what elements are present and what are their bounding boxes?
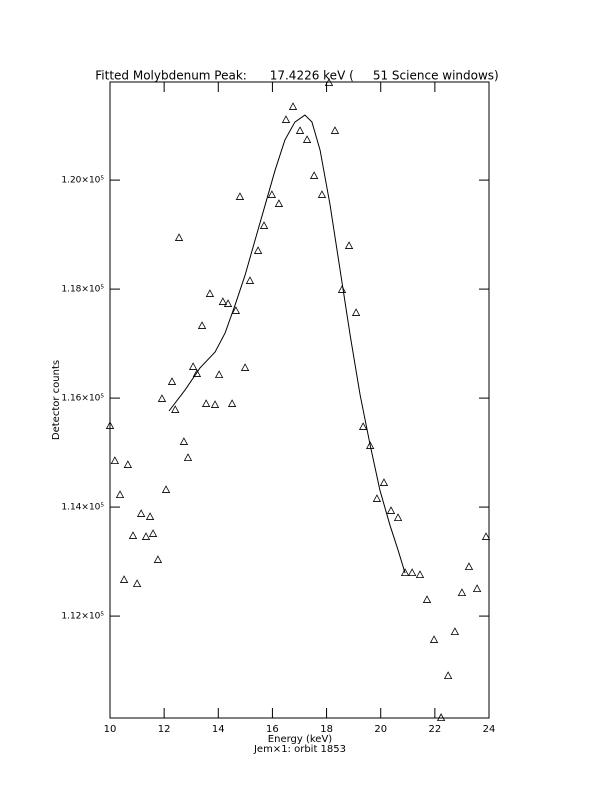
chart-title: Fitted Molybdenum Peak: 17.4226 keV ( 51… — [95, 69, 498, 83]
data-point — [464, 562, 474, 570]
x-tick-label: 12 — [158, 724, 171, 735]
plot-frame — [109, 81, 490, 719]
data-point — [210, 400, 220, 408]
data-point — [386, 506, 396, 514]
x-tick-label: 24 — [483, 724, 496, 735]
data-point — [119, 575, 129, 583]
y-tick-label: 1.16×10⁵ — [61, 394, 104, 404]
x-tick-label: 16 — [266, 724, 279, 735]
data-point — [128, 531, 138, 539]
data-point — [161, 485, 171, 493]
data-point — [309, 171, 319, 179]
data-point — [171, 405, 180, 413]
data-point — [245, 276, 255, 284]
data-point — [123, 460, 133, 468]
data-point — [267, 190, 277, 198]
data-point — [259, 221, 269, 229]
data-point — [330, 126, 340, 134]
data-point — [393, 513, 403, 521]
x-tick-label: 14 — [212, 724, 225, 735]
x-tick-label: 18 — [320, 724, 333, 735]
data-point — [145, 512, 155, 520]
data-point — [481, 532, 491, 540]
data-point — [183, 453, 193, 461]
data-point — [344, 241, 354, 249]
data-point — [136, 509, 146, 517]
data-point — [379, 478, 389, 486]
data-point — [443, 671, 453, 679]
data-point — [167, 377, 177, 385]
data-point — [337, 285, 347, 293]
data-point — [372, 494, 382, 502]
data-point — [351, 308, 361, 316]
x-tick-label: 22 — [428, 724, 441, 735]
y-tick-label: 1.20×10⁵ — [61, 176, 104, 186]
y-tick-label: 1.14×10⁵ — [61, 503, 104, 513]
data-point — [115, 490, 125, 498]
data-point — [132, 579, 142, 587]
y-axis-label: Detector counts — [51, 360, 62, 440]
data-point — [415, 570, 425, 579]
data-point — [295, 126, 305, 134]
data-point — [110, 456, 120, 464]
data-point — [450, 627, 460, 636]
y-tick-label: 1.18×10⁵ — [61, 285, 104, 295]
x-tick-label: 10 — [104, 724, 117, 735]
data-point — [174, 233, 184, 241]
data-point — [223, 299, 233, 307]
data-point — [302, 135, 312, 143]
data-point — [429, 635, 439, 643]
data-point — [317, 190, 327, 198]
data-point — [192, 369, 202, 377]
data-point — [153, 555, 163, 563]
data-point — [288, 102, 298, 110]
data-point — [358, 422, 368, 430]
data-point — [274, 199, 284, 207]
data-point — [281, 115, 291, 123]
data-point — [235, 192, 245, 200]
data-point — [179, 437, 189, 445]
data-point — [324, 78, 334, 86]
data-point — [201, 399, 211, 407]
data-point — [400, 568, 410, 576]
subtitle: Jem×1: orbit 1853 — [253, 744, 346, 755]
x-tick-label: 20 — [374, 724, 387, 735]
data-point — [205, 289, 215, 297]
data-point — [422, 595, 432, 603]
data-point — [141, 532, 151, 540]
data-point — [227, 399, 237, 407]
y-tick-label: 1.12×10⁵ — [61, 612, 104, 622]
data-point — [188, 362, 198, 370]
data-point — [214, 370, 224, 378]
data-point — [365, 441, 375, 449]
data-point — [231, 306, 241, 314]
data-point — [240, 363, 250, 371]
data-point — [197, 321, 207, 329]
fit-line — [168, 114, 406, 574]
data-point — [436, 713, 446, 721]
data-point — [148, 529, 158, 537]
data-point — [457, 588, 467, 596]
data-point — [105, 421, 115, 429]
data-point — [218, 297, 228, 305]
data-point — [253, 246, 263, 254]
data-point — [407, 568, 417, 576]
data-point — [472, 584, 482, 593]
x-axis-label: Energy (keV) — [268, 734, 333, 745]
data-point — [157, 394, 167, 402]
